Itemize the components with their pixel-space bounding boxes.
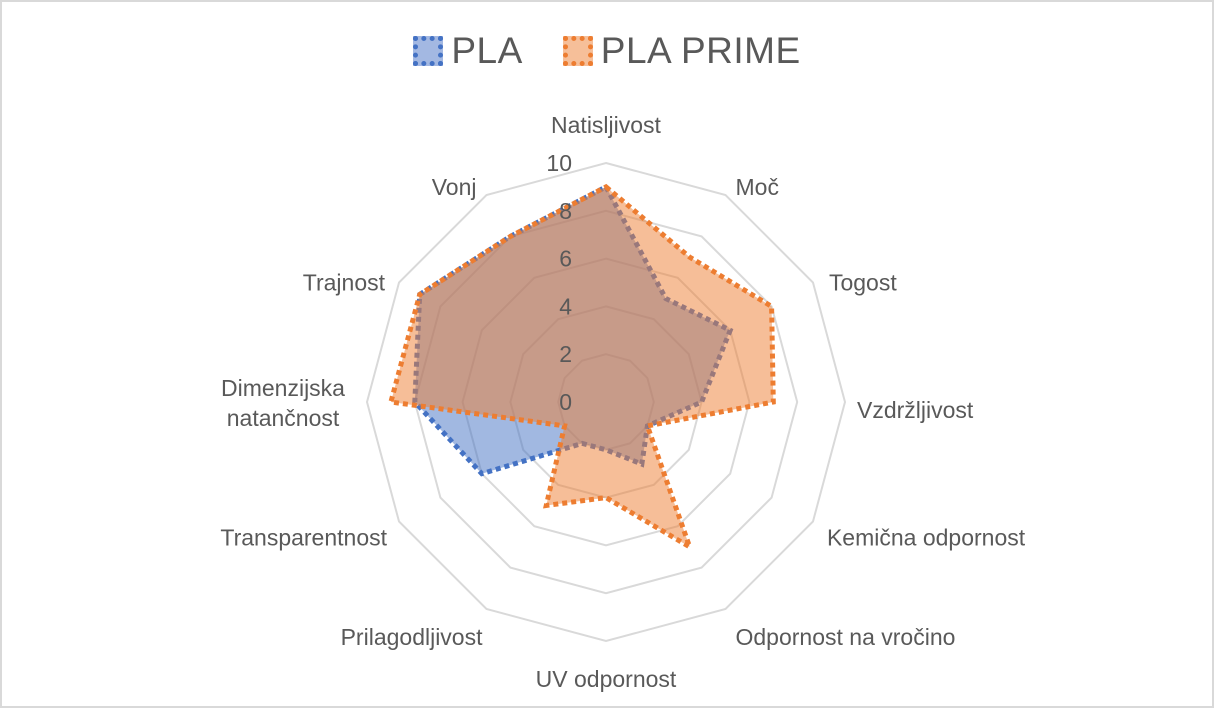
series-pla-prime[interactable]	[387, 183, 776, 553]
radial-tick-label: 8	[559, 198, 572, 224]
legend-item-pla[interactable]: PLA	[413, 30, 522, 72]
radial-tick-labels: 0 2 4 6 8 10	[546, 150, 572, 415]
axis-label: Odpornost na vročino	[736, 624, 956, 650]
chart-legend: PLA PLA PRIME	[0, 30, 1214, 72]
legend-label-pla: PLA	[451, 30, 523, 71]
radial-tick-label: 0	[559, 389, 572, 415]
axis-label: Prilagodljivost	[341, 624, 484, 650]
legend-label-pla-prime: PLA PRIME	[600, 30, 801, 71]
axis-label: Dimenzijska natančnost	[221, 375, 345, 431]
axis-label: Trajnost	[303, 270, 386, 296]
axis-labels: Natisljivost Moč Togost Vzdržljivost Kemična…	[220, 112, 1025, 692]
axis-label: Togost	[829, 270, 897, 296]
legend-swatch-pla-icon	[413, 36, 444, 66]
axis-label: Vzdržljivost	[857, 397, 974, 423]
radial-tick-label: 10	[546, 150, 572, 176]
axis-label: Transparentnost	[220, 525, 387, 551]
axis-label: Natisljivost	[551, 112, 662, 138]
grid-ring	[365, 161, 847, 643]
radial-tick-label: 2	[559, 341, 572, 367]
axis-label: UV odpornost	[536, 666, 677, 692]
legend-swatch-pla-prime-icon	[562, 36, 593, 66]
radial-tick-label: 4	[559, 293, 572, 319]
radial-tick-label: 6	[559, 246, 572, 272]
axis-label: Kemična odpornost	[827, 525, 1026, 551]
radar-series	[387, 183, 776, 553]
axis-label: Moč	[736, 174, 779, 200]
axis-label: Vonj	[432, 174, 477, 200]
legend-item-pla-prime[interactable]: PLA PRIME	[562, 30, 801, 72]
